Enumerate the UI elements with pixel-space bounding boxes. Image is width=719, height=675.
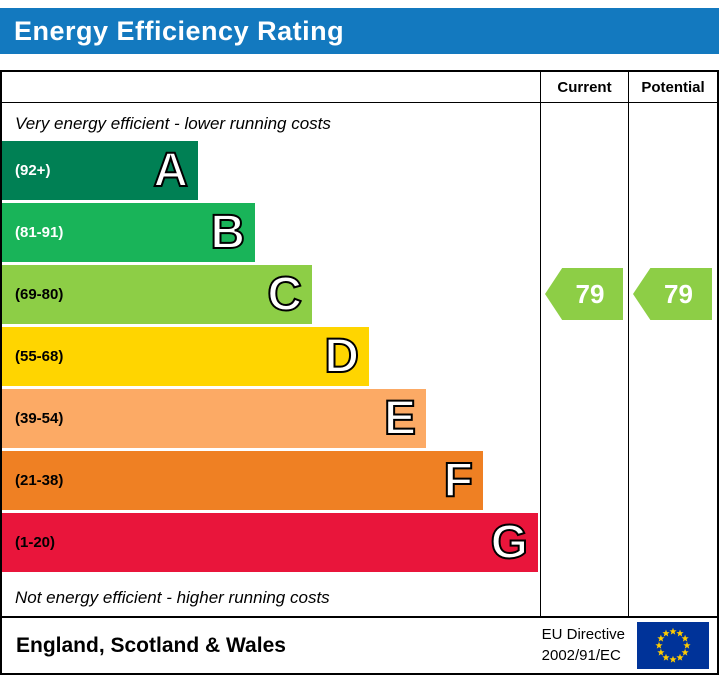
band-letter: G — [490, 515, 529, 570]
footer: England, Scotland & Wales EU Directive 2… — [2, 616, 717, 673]
band-bar-d: (55-68) D — [2, 327, 369, 386]
top-note: Very energy efficient - lower running co… — [15, 114, 331, 133]
rating-bands: (92+) A (81-91) B (69-80) C — [2, 141, 540, 575]
band-row-f: (21-38) F — [2, 451, 540, 513]
current-column: 79 — [540, 103, 628, 616]
eu-directive-line1: EU Directive — [541, 626, 625, 644]
band-letter: E — [383, 391, 417, 446]
band-bar-c: (69-80) C — [2, 265, 312, 324]
band-row-e: (39-54) E — [2, 389, 540, 451]
band-range-label: (69-80) — [15, 286, 64, 303]
band-range-label: (92+) — [15, 162, 51, 179]
bottom-note: Not energy efficient - higher running co… — [15, 588, 330, 607]
band-bar-b: (81-91) B — [2, 203, 255, 262]
potential-rating-value: 79 — [664, 278, 693, 309]
band-row-a: (92+) A — [2, 141, 540, 203]
band-letter: D — [323, 329, 360, 384]
eu-directive-text: EU Directive 2002/91/EC — [542, 625, 625, 666]
band-range-label: (21-38) — [15, 472, 64, 489]
band-row-g: (1-20) G — [2, 513, 540, 575]
potential-arrow: 79 — [633, 268, 712, 320]
current-column-header: Current — [540, 72, 628, 102]
band-bar-e: (39-54) E — [2, 389, 426, 448]
band-letter: C — [266, 267, 303, 322]
band-range-label: (39-54) — [15, 410, 64, 427]
scale-header-spacer — [2, 72, 540, 102]
band-letter: F — [443, 453, 474, 508]
column-header-row: Current Potential — [2, 72, 717, 103]
eu-directive-line2: 2002/91/EC — [541, 646, 621, 664]
chart-box: Current Potential Very energy efficient … — [0, 70, 719, 675]
band-letter: B — [209, 205, 246, 260]
band-bar-f: (21-38) F — [2, 451, 483, 510]
eu-flag-icon — [637, 622, 709, 669]
band-row-c: (69-80) C — [2, 265, 540, 327]
band-range-label: (1-20) — [15, 534, 56, 551]
band-range-label: (81-91) — [15, 224, 64, 241]
page-title: Energy Efficiency Rating — [14, 15, 345, 46]
band-row-d: (55-68) D — [2, 327, 540, 389]
band-letter: A — [152, 143, 189, 198]
rating-scale: Very energy efficient - lower running co… — [2, 103, 540, 616]
band-bar-g: (1-20) G — [2, 513, 538, 572]
header-bar: Energy Efficiency Rating — [0, 8, 719, 54]
band-range-label: (55-68) — [15, 348, 64, 365]
region-label: England, Scotland & Wales — [16, 633, 286, 657]
band-row-b: (81-91) B — [2, 203, 540, 265]
potential-column: 79 — [628, 103, 717, 616]
chart-body: Very energy efficient - lower running co… — [2, 103, 717, 616]
current-rating-value: 79 — [575, 278, 605, 309]
band-bar-a: (92+) A — [2, 141, 198, 200]
potential-column-header: Potential — [628, 72, 717, 102]
current-arrow: 79 — [545, 268, 623, 320]
